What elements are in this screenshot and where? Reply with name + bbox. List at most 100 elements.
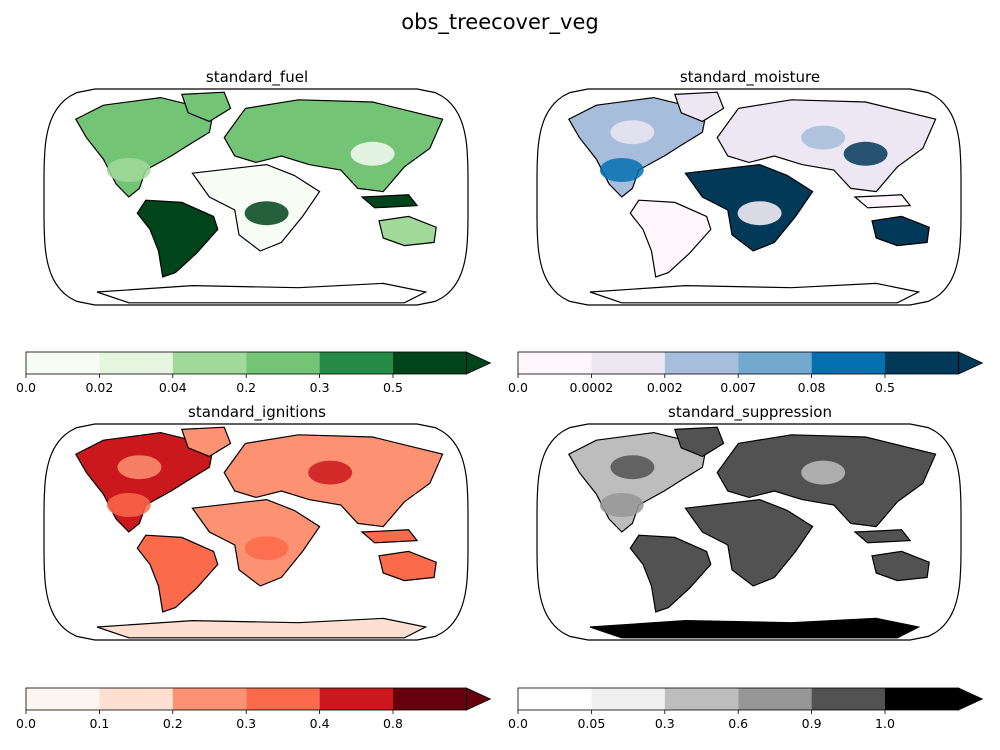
colorbar-extend-arrow [958,351,984,375]
colorbar-tick-label: 1.0 [875,716,895,731]
value-patch-5 [599,158,644,182]
map-boundary [536,423,962,641]
colorbar-segment-4 [319,688,393,710]
colorbar-segment-5 [885,352,959,374]
colorbar-tick-label: 0.0 [508,716,528,731]
colorbar-tick-label: 0.3 [309,380,330,395]
value-patch-1 [843,476,888,501]
colorbar-tick-label: 0.0 [508,380,528,395]
value-patch-0 [801,125,846,150]
map-boundary [43,88,469,306]
colorbar-tick-label: 0.08 [797,380,826,395]
colorbar-tick-label: 0.007 [720,380,757,395]
colorbar-segment-2 [172,688,247,710]
land-antarctica [589,617,921,639]
colorbar [25,351,492,378]
value-patch-4 [610,455,655,480]
colorbar-tick-label: 0.002 [646,380,683,395]
land-greenland [180,91,232,123]
colorbar-segment-0 [26,352,100,374]
value-patch-0 [308,125,353,150]
map-boundary [43,423,469,641]
value-patch-1 [350,141,395,166]
figure-title: obs_treecover_veg [401,10,599,34]
colorbar-tick-label: 0.2 [162,716,183,731]
land-greenland [673,91,725,123]
colorbar-extend-arrow [465,687,492,711]
colorbar-tick-label: 0.6 [728,716,749,731]
colorbar-segment-0 [26,688,100,710]
map-panel-suppression [536,423,962,641]
colorbar-segment-1 [99,352,173,374]
colorbar-segment-2 [664,688,739,710]
colorbar-tick-label: 0.8 [383,716,403,731]
colorbar-tick-label: 0.5 [383,380,403,395]
land-indonesia [853,194,912,209]
value-patch-3 [646,206,691,231]
panel-title-suppression: standard_suppression [668,403,832,421]
colorbar-tick-label: 0.0002 [569,380,614,395]
value-patch-4 [610,120,655,145]
value-patch-5 [106,493,151,517]
colorbar-tick-label: 0.1 [89,716,110,731]
colorbar-tick-label: 0.5 [875,380,895,395]
value-patch-2 [737,201,782,226]
colorbar-tick-label: 0.0 [16,716,36,731]
land-antarctica [589,282,921,304]
map-panel-ignitions [43,423,469,641]
colorbar-segment-4 [811,688,885,710]
value-patch-4 [117,455,162,480]
colorbar-segment-0 [518,688,592,710]
colorbar-tick-label: 0.0 [16,380,36,395]
colorbar-extend-arrow [465,351,492,375]
colorbar [517,351,984,378]
colorbar-segment-3 [246,688,320,710]
land-indonesia [360,194,419,209]
colorbar-segment-4 [811,352,885,374]
colorbar-tick-label: 0.9 [801,716,822,731]
colorbar-segment-1 [591,352,665,374]
land-australia [871,215,930,247]
value-patch-5 [106,158,151,182]
land-antarctica [96,282,428,304]
value-patch-3 [153,206,198,231]
colorbar-tick-label: 0.04 [158,380,187,395]
value-patch-3 [153,541,198,566]
colorbar-segment-5 [885,688,959,710]
colorbar-segment-5 [393,688,467,710]
value-patch-2 [244,201,289,226]
value-patch-1 [843,141,888,166]
colorbar-segment-1 [591,688,665,710]
colorbar-segment-3 [738,352,812,374]
colorbar-segment-1 [99,688,173,710]
value-patch-4 [117,120,162,145]
land-greenland [180,426,232,458]
colorbar-segment-3 [246,352,320,374]
panel-title-ignitions: standard_ignitions [188,403,326,421]
colorbar-segment-3 [738,688,812,710]
colorbar-segment-5 [393,352,467,374]
value-patch-2 [737,536,782,561]
land-australia [871,550,930,582]
colorbar-segment-0 [518,352,592,374]
value-patch-1 [350,476,395,501]
land-australia [378,215,437,247]
map-panel-fuel [43,88,469,306]
colorbar-segment-4 [319,352,393,374]
map-boundary [536,88,962,306]
colorbar [25,687,492,714]
value-patch-0 [801,460,846,485]
land-antarctica [96,617,428,639]
colorbar-tick-label: 0.4 [309,716,330,731]
colorbar-tick-label: 0.3 [654,716,675,731]
land-indonesia [360,529,419,544]
value-patch-2 [244,536,289,561]
panel-title-fuel: standard_fuel [205,68,309,86]
value-patch-0 [308,460,353,485]
panel-title-moisture: standard_moisture [679,68,821,86]
value-patch-5 [599,493,644,517]
colorbar [517,687,984,714]
colorbar-segment-2 [664,352,739,374]
